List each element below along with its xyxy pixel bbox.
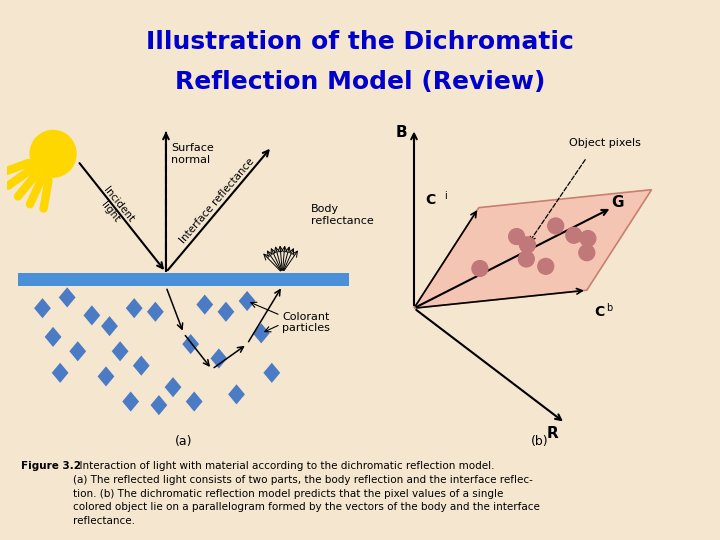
Text: Surface
normal: Surface normal: [171, 143, 214, 165]
Polygon shape: [182, 334, 199, 354]
Text: Reflection Model (Review): Reflection Model (Review): [175, 70, 545, 94]
Text: Interaction of light with material according to the dichromatic reflection model: Interaction of light with material accor…: [73, 461, 540, 526]
Text: Body
reflectance: Body reflectance: [310, 204, 374, 226]
Polygon shape: [45, 327, 61, 347]
Text: b: b: [606, 303, 613, 313]
Circle shape: [580, 231, 596, 246]
Polygon shape: [147, 302, 163, 322]
Polygon shape: [84, 305, 100, 326]
Polygon shape: [52, 363, 68, 383]
Text: Illustration of the Dichromatic: Illustration of the Dichromatic: [146, 30, 574, 54]
Polygon shape: [239, 291, 256, 311]
Text: C: C: [426, 193, 436, 207]
Circle shape: [538, 259, 554, 274]
Circle shape: [579, 245, 595, 261]
Circle shape: [472, 261, 488, 276]
Text: Incident
light: Incident light: [93, 185, 136, 231]
Text: i: i: [445, 192, 447, 201]
Polygon shape: [69, 341, 86, 361]
Text: Colorant
particles: Colorant particles: [282, 312, 330, 333]
Text: C: C: [594, 305, 604, 319]
Text: (b): (b): [531, 435, 549, 448]
FancyBboxPatch shape: [18, 273, 349, 286]
Polygon shape: [197, 294, 213, 315]
Polygon shape: [112, 341, 128, 361]
Circle shape: [566, 227, 582, 243]
Polygon shape: [186, 392, 202, 411]
Text: R: R: [546, 427, 559, 441]
Polygon shape: [264, 363, 280, 383]
Polygon shape: [210, 348, 228, 368]
Polygon shape: [414, 190, 652, 308]
Polygon shape: [217, 302, 234, 322]
Polygon shape: [133, 355, 150, 376]
Circle shape: [520, 237, 535, 253]
Polygon shape: [122, 392, 139, 411]
Polygon shape: [98, 366, 114, 387]
Polygon shape: [101, 316, 118, 336]
Circle shape: [508, 228, 524, 245]
Text: B: B: [395, 125, 408, 140]
Circle shape: [518, 251, 534, 267]
Polygon shape: [253, 323, 269, 343]
Polygon shape: [165, 377, 181, 397]
Text: Figure 3.2: Figure 3.2: [22, 461, 81, 471]
Circle shape: [548, 218, 564, 234]
Polygon shape: [59, 287, 76, 307]
Text: Object pixels: Object pixels: [569, 138, 641, 148]
Circle shape: [30, 131, 76, 177]
Polygon shape: [228, 384, 245, 404]
Polygon shape: [150, 395, 167, 415]
Text: (a): (a): [175, 435, 192, 448]
Polygon shape: [126, 298, 143, 318]
Text: Interface reflectance: Interface reflectance: [178, 156, 256, 245]
Text: G: G: [611, 195, 624, 210]
Polygon shape: [34, 298, 51, 318]
